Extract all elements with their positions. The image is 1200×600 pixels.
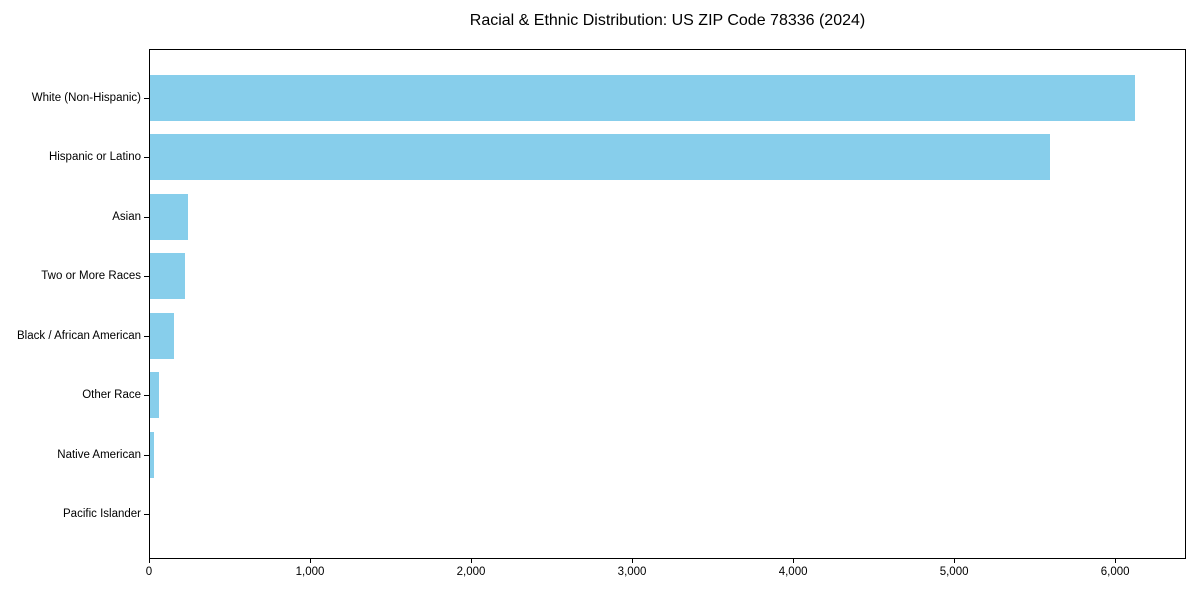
x-tick-mark [632,559,634,563]
bar [150,312,175,359]
x-tick-label: 4,000 [778,566,808,578]
x-axis: 0 1,000 2,000 3,000 4,000 5,000 6,000 [145,559,1186,591]
y-axis-label: Native American [57,448,141,461]
bar-row: Two or More Races [41,247,1185,307]
bar-row: Other Race [82,366,1185,426]
bar-row: Hispanic or Latino [49,128,1185,188]
y-tick-mark [144,335,149,337]
bars-container: White (Non-Hispanic) Hispanic or Latino As… [17,50,1185,558]
y-tick-mark [144,454,149,456]
y-tick-mark [144,157,149,159]
y-axis-label: Other Race [82,389,141,402]
y-axis-label: Two or More Races [41,270,141,283]
x-tick-mark [954,559,956,563]
y-axis-label: Pacific Islander [63,508,141,521]
bar-row: Pacific Islander [63,485,1185,545]
x-tick-label: 2,000 [456,566,486,578]
x-tick-label: 3,000 [617,566,647,578]
y-tick-mark [144,395,149,397]
y-tick-mark [144,216,149,218]
y-axis-label: Asian [112,210,141,223]
bar [150,253,186,300]
bar [150,134,1050,181]
x-tick-mark [471,559,473,563]
bar [150,372,159,419]
y-tick-mark [144,97,149,99]
plot-area: White (Non-Hispanic) Hispanic or Latino As… [17,49,1186,559]
y-axis-label: Hispanic or Latino [48,151,141,164]
x-tick-label: 1,000 [295,566,325,578]
x-tick-mark [793,559,795,563]
x-tick-label: 6,000 [1100,566,1130,578]
bar [150,193,188,240]
x-tick-mark [310,559,312,563]
bar-row: White (Non-Hispanic) [32,68,1185,128]
y-tick-mark [144,514,149,516]
bar [150,431,155,478]
y-tick-mark [144,276,149,278]
x-tick-mark [1115,559,1117,563]
bar [150,74,1136,121]
x-tick-mark [149,559,150,563]
bar-row: Native American [57,425,1185,485]
chart-title: Racial & Ethnic Distribution: US ZIP Cod… [469,12,866,29]
bar-row: Black / African American [17,306,1185,366]
x-tick-label: 5,000 [939,566,969,578]
y-axis-label: Black / African American [17,329,141,342]
x-tick-label: 0 [145,566,153,578]
y-axis-label: White (Non-Hispanic) [31,91,141,104]
bar-row: Asian [112,187,1185,247]
